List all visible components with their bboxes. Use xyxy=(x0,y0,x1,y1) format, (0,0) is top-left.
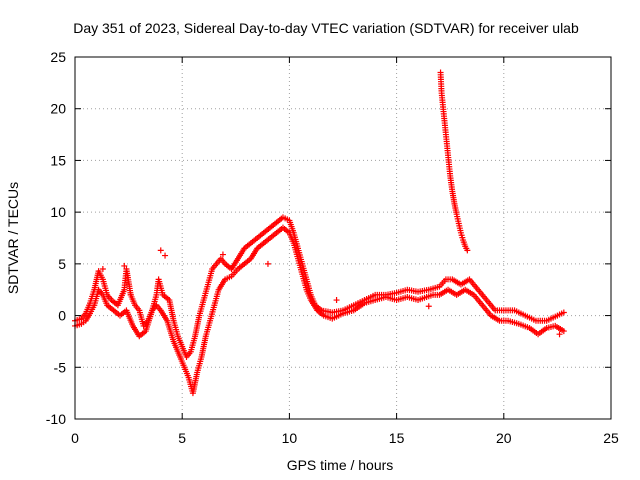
data-point xyxy=(425,303,432,310)
plot-frame xyxy=(74,56,612,420)
grid-lines xyxy=(75,57,611,419)
y-tick-label: 25 xyxy=(50,49,66,65)
x-tick-label: 10 xyxy=(282,430,298,446)
x-axis-label: GPS time / hours xyxy=(287,457,394,473)
y-tick-label: 0 xyxy=(58,308,66,324)
x-tick-label: 5 xyxy=(178,430,186,446)
y-tick-label: 15 xyxy=(50,152,66,168)
data-point xyxy=(560,309,567,316)
data-point xyxy=(157,247,164,254)
y-tick-label: 10 xyxy=(50,204,66,220)
axis-ticks: 0 5 10 15 20 25 -10 -5 0 5 10 15 20 25 xyxy=(46,49,619,446)
data-point xyxy=(556,331,563,338)
y-tick-label: -10 xyxy=(46,411,66,427)
y-tick-label: 20 xyxy=(50,101,66,117)
data-point xyxy=(127,291,134,298)
x-tick-label: 15 xyxy=(389,430,405,446)
data-point xyxy=(162,252,169,259)
x-tick-label: 25 xyxy=(603,430,619,446)
data-point xyxy=(464,247,471,254)
chart-title: Day 351 of 2023, Sidereal Day-to-day VTE… xyxy=(73,20,579,36)
y-axis-label: SDTVAR / TECUs xyxy=(5,182,21,294)
y-tick-label: -5 xyxy=(54,359,67,375)
x-tick-label: 20 xyxy=(496,430,512,446)
data-point xyxy=(99,266,106,273)
data-points xyxy=(72,69,567,397)
data-point xyxy=(219,251,226,258)
data-point xyxy=(264,260,271,267)
data-point xyxy=(560,328,567,335)
y-tick-label: 5 xyxy=(58,256,66,272)
x-tick-label: 0 xyxy=(71,430,79,446)
data-point xyxy=(333,297,340,304)
data-point xyxy=(121,262,128,269)
